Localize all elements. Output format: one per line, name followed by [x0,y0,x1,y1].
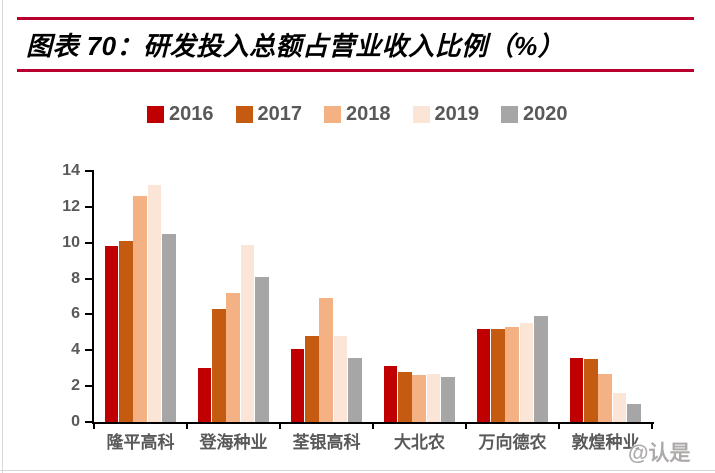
y-tick-2 [85,385,94,388]
x-tick-0 [93,424,95,429]
bar-敦煌种业-2019 [612,393,627,422]
y-tick-label-14: 14 [62,162,80,179]
bar-万向德农-2017 [490,328,505,422]
y-axis-line [92,171,94,424]
title-bottom-rule [17,69,694,72]
y-tick-label-12: 12 [62,197,80,215]
chart-legend: 2016 2017 2018 2019 2020 [147,104,568,124]
y-tick-label-10: 10 [62,233,80,251]
bar-荃银高科-2017 [304,335,319,422]
bar-隆平高科-2019 [147,185,162,422]
y-tick-label-8: 8 [71,269,80,287]
bar-万向德农-2020 [534,316,548,422]
bar-登海种业-2019 [240,244,255,422]
page-bottom-border [0,470,715,471]
bar-隆平高科-2017 [118,240,133,422]
y-tick-10 [85,241,94,244]
y-tick-label-0: 0 [71,413,80,430]
bar-隆平高科-2020 [162,233,176,422]
x-tick-1 [186,424,188,429]
x-axis-label-敦煌种业: 敦煌种业 [571,433,640,452]
x-axis-line [92,422,654,424]
bar-登海种业-2016 [197,368,212,422]
bar-登海种业-2017 [211,309,226,422]
y-tick-label-6: 6 [71,305,80,323]
bar-敦煌种业-2020 [627,404,641,422]
title-top-rule [17,17,694,20]
bar-大北农-2019 [426,373,441,422]
legend-item-2017: 2017 [235,103,303,125]
x-axis-label-登海种业: 登海种业 [199,433,268,452]
legend-label: 2020 [523,103,568,125]
page-left-border [2,0,3,473]
bar-荃银高科-2020 [348,357,362,422]
y-tick-8 [85,277,94,280]
legend-swatch-2016 [147,105,164,123]
bar-万向德农-2019 [519,323,534,422]
x-tick-2 [279,424,281,429]
bar-敦煌种业-2017 [583,359,598,422]
x-tick-5 [558,424,560,429]
plot-area [94,171,652,422]
legend-label: 2016 [169,103,214,125]
bar-登海种业-2020 [255,276,269,422]
legend-label: 2018 [346,103,391,125]
x-tick-3 [372,424,374,429]
y-tick-label-4: 4 [71,341,80,359]
x-tick-6 [651,424,653,429]
bar-大北农-2017 [397,371,412,422]
bar-隆平高科-2018 [133,196,148,422]
bar-登海种业-2018 [226,292,241,422]
x-axis-label-万向德农: 万向德农 [478,433,547,452]
bar-荃银高科-2019 [333,335,348,422]
y-tick-4 [85,349,94,352]
bar-荃银高科-2018 [319,298,334,422]
bar-万向德农-2016 [476,328,491,422]
legend-swatch-2017 [235,105,253,123]
watermark-text: @认是 [628,442,691,465]
bar-大北农-2016 [383,366,398,422]
y-tick-14 [85,170,94,172]
legend-label: 2019 [434,103,480,125]
x-axis-label-荃银高科: 荃银高科 [292,433,361,452]
legend-swatch-2020 [501,105,518,123]
x-tick-4 [465,424,467,429]
legend-item-2019: 2019 [412,103,480,125]
x-axis-labels: 隆平高科 登海种业 荃银高科 大北农 万向德农 敦煌种业 [94,433,652,457]
bar-隆平高科-2016 [104,246,119,422]
bar-大北农-2018 [412,375,427,422]
y-tick-label-2: 2 [71,377,80,395]
legend-item-2018: 2018 [324,104,391,124]
bar-敦煌种业-2018 [598,373,613,422]
bar-万向德农-2018 [505,327,520,422]
legend-item-2016: 2016 [147,104,214,124]
figure-title: 图表 70：研发投入总额占营业收入比例（%） [26,31,565,61]
bar-大北农-2020 [441,377,455,422]
legend-swatch-2018 [324,105,341,123]
y-tick-0 [85,421,94,423]
y-tick-6 [85,313,94,316]
bar-敦煌种业-2016 [569,357,584,422]
y-tick-12 [85,205,94,208]
bar-荃银高科-2016 [290,348,305,422]
legend-label: 2017 [257,103,303,125]
legend-item-2020: 2020 [501,104,568,124]
x-axis-label-大北农: 大北农 [394,433,445,452]
x-axis-label-隆平高科: 隆平高科 [106,433,175,452]
legend-swatch-2019 [412,105,430,123]
